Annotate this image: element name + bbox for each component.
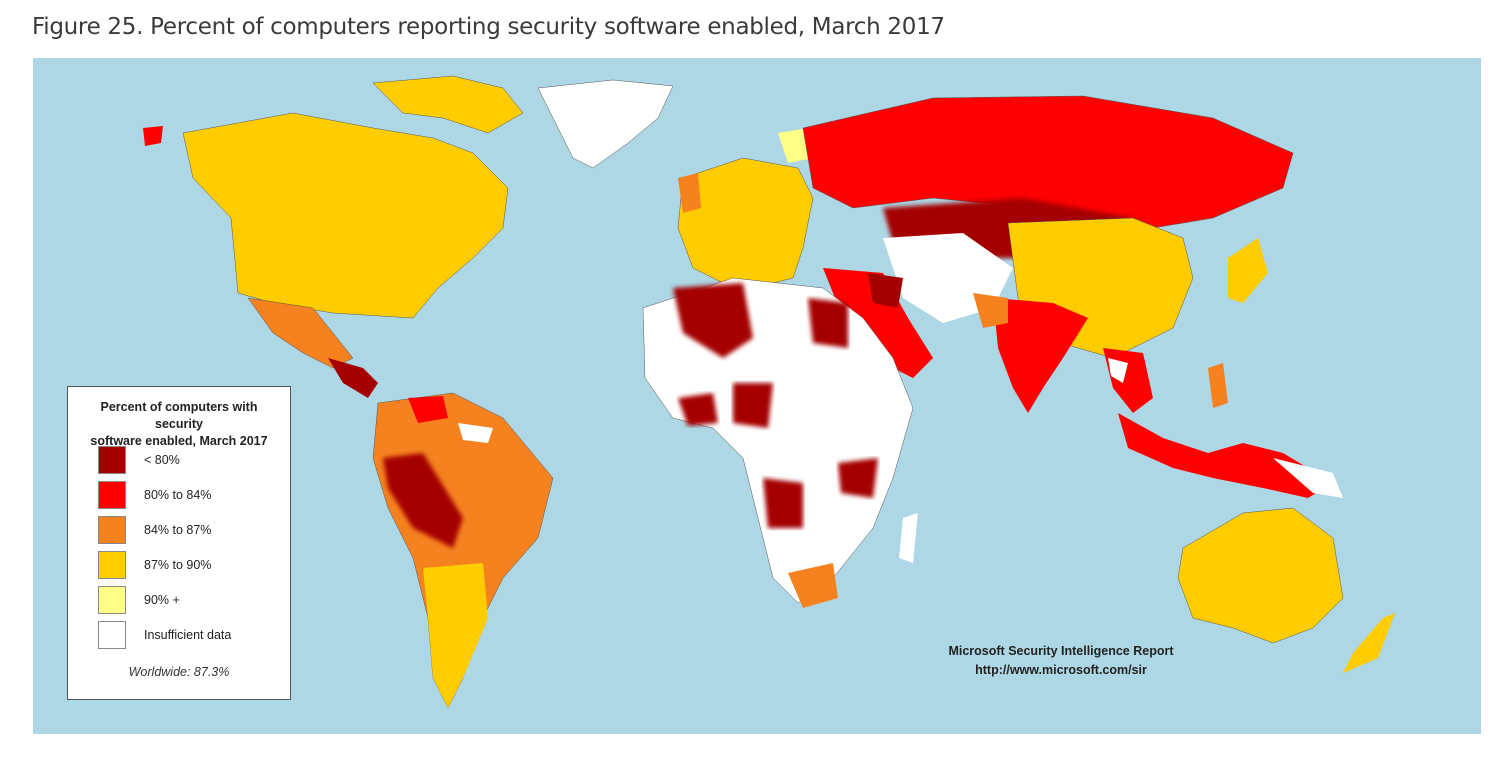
legend-swatch [98,551,126,579]
legend-item-lt80: < 80% [98,445,180,475]
legend-item-87-90: 87% to 90% [98,550,211,580]
legend-title-line-1: Percent of computers with security [100,400,258,431]
region-nigeria [733,383,773,428]
region-levant [868,273,903,308]
legend-title-line-2: software enabled, March 2017 [90,434,268,448]
legend-label: < 80% [144,453,180,467]
region-australia [1177,507,1344,644]
region-arctic-canada [372,75,524,134]
region-north-america [182,112,509,319]
region-guianas [458,423,493,443]
legend-label: 80% to 84% [144,488,212,502]
region-east-africa [838,458,878,498]
legend-title: Percent of computers with security softw… [68,399,290,450]
figure-title: Figure 25. Percent of computers reportin… [32,14,945,40]
region-madagascar [899,513,918,563]
region-south-africa [788,563,838,608]
region-pakistan [973,293,1008,328]
legend-swatch [98,621,126,649]
region-north-africa-west [673,283,753,358]
region-png [1273,458,1343,498]
region-se-asia [1103,348,1153,413]
region-se-asia-white [1108,358,1128,383]
region-russia [802,95,1294,229]
legend-label: 84% to 87% [144,523,212,537]
region-egypt [808,298,848,348]
region-central-africa [763,478,803,528]
region-uk [678,173,701,213]
region-indonesia [1118,413,1333,498]
legend-item-90-plus: 90% + [98,585,180,615]
legend-label: 87% to 90% [144,558,212,572]
credit-line-2: http://www.microsoft.com/sir [975,663,1147,677]
region-middle-east [823,268,933,378]
world-map-svg [143,75,1395,709]
legend-label: Insufficient data [144,628,232,642]
region-philippines [1208,363,1228,408]
credit-line-1: Microsoft Security Intelligence Report [948,644,1174,658]
legend-item-84-87: 84% to 87% [98,515,211,545]
legend-label: 90% + [144,593,180,607]
legend-swatch [98,446,126,474]
region-central-america [328,358,378,398]
legend-swatch [98,481,126,509]
legend-worldwide: Worldwide: 87.3% [128,665,230,679]
region-greenland [537,79,674,169]
region-india [993,298,1088,413]
region-south-america-south [423,563,488,708]
region-venezuela [408,396,448,423]
region-new-zealand [1343,613,1395,673]
region-peru-bolivia [383,453,463,548]
region-europe [677,157,814,289]
legend-item-80-84: 80% to 84% [98,480,211,510]
map-legend: Percent of computers with security softw… [67,386,291,700]
region-japan [1228,238,1268,303]
legend-swatch [98,516,126,544]
region-alaska-red [143,126,163,146]
legend-swatch [98,586,126,614]
legend-item-insufficient: Insufficient data [98,620,231,650]
region-west-africa [678,393,718,426]
map-credit: Microsoft Security Intelligence Report h… [941,642,1181,680]
